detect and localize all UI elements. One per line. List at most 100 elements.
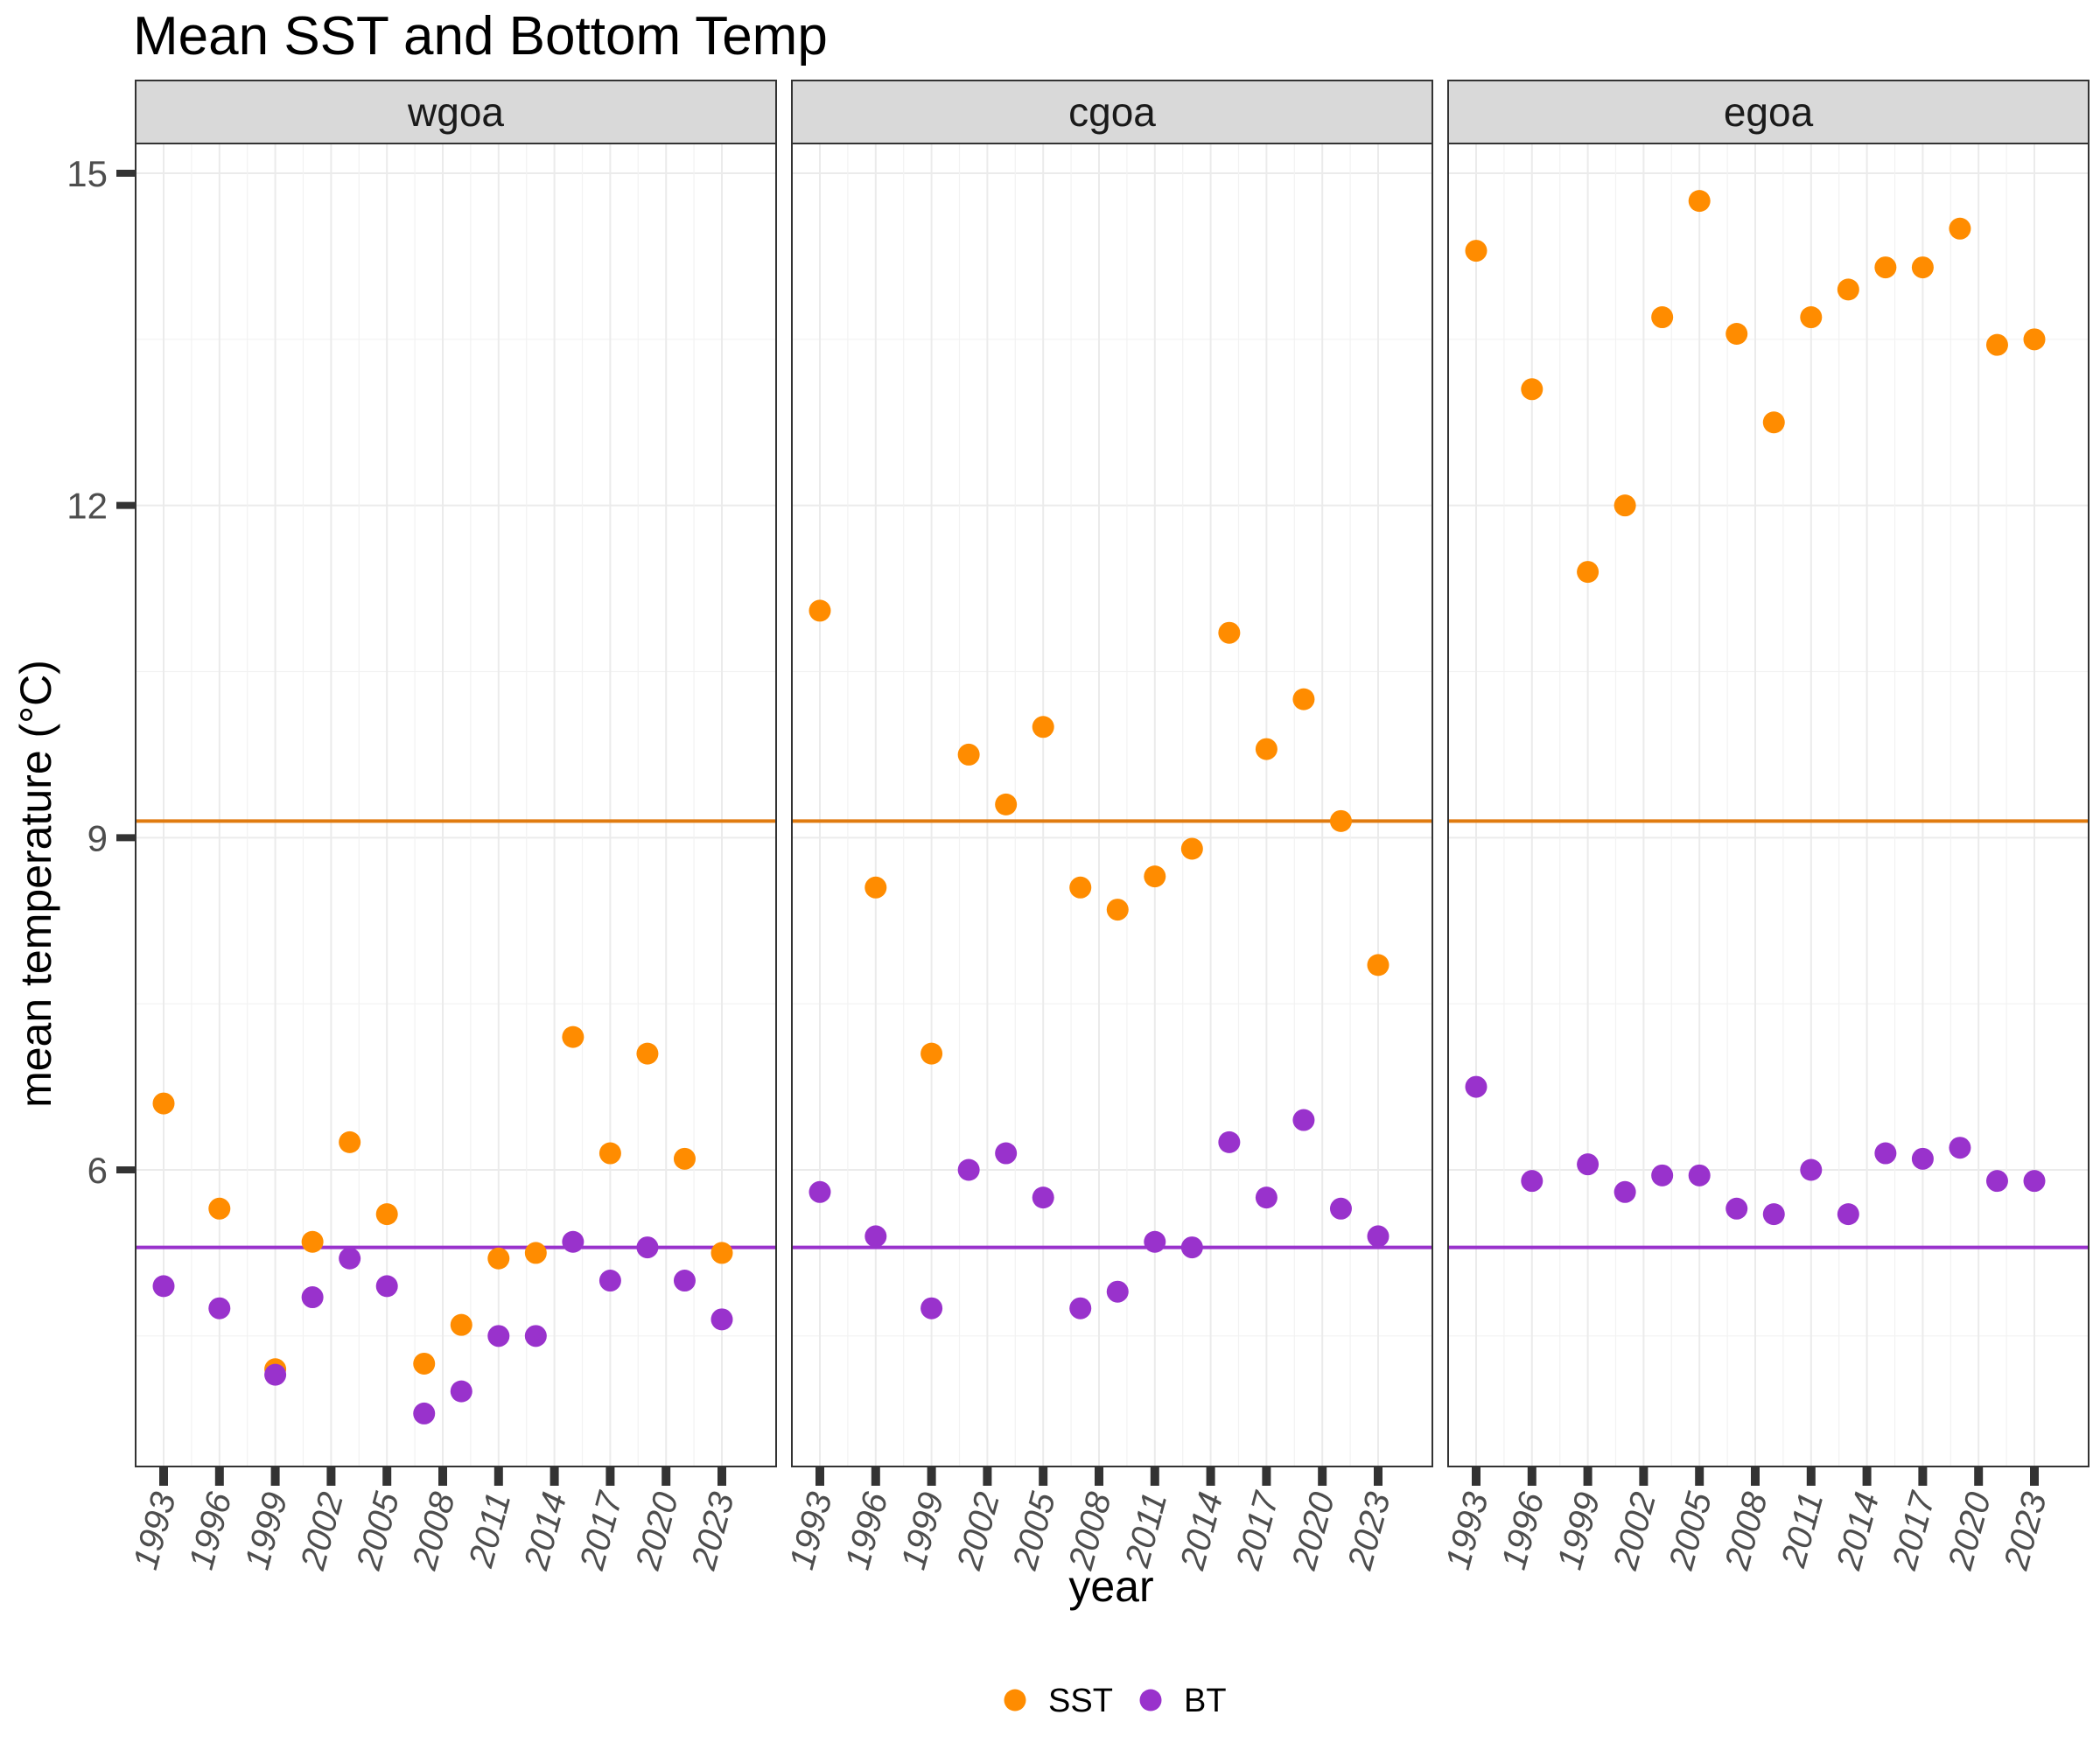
legend-item-sst: SST <box>1004 1683 1113 1719</box>
bt-point <box>598 1270 621 1292</box>
sst-series <box>152 1026 733 1381</box>
bt-point <box>2023 1170 2046 1193</box>
sst-point <box>598 1142 621 1165</box>
bt-point <box>1800 1158 1823 1181</box>
legend-label: BT <box>1184 1683 1227 1719</box>
sst-point <box>487 1247 510 1270</box>
strip-background <box>135 80 777 144</box>
sst-point <box>1465 240 1488 262</box>
bt-point <box>1465 1075 1488 1098</box>
sst-point <box>1688 190 1711 213</box>
bt-series <box>1465 1075 2046 1226</box>
bt-point <box>636 1236 659 1259</box>
bt-point <box>1329 1197 1352 1220</box>
legend-item-bt: BT <box>1139 1683 1227 1719</box>
sst-point <box>1292 688 1315 710</box>
sst-point <box>1521 378 1544 401</box>
sst-point <box>920 1042 943 1065</box>
y-axis-title: mean temperature (°C) <box>11 660 60 1108</box>
strip-label: cgoa <box>1068 89 1156 135</box>
sst-point <box>562 1026 584 1048</box>
bt-point <box>673 1270 696 1292</box>
sst-point <box>450 1313 472 1336</box>
bt-point <box>562 1230 584 1253</box>
panel-border <box>135 143 777 1467</box>
sst-point <box>301 1230 324 1253</box>
sst-point <box>152 1092 175 1115</box>
sst-point <box>1255 738 1278 760</box>
bt-point <box>1762 1203 1785 1226</box>
bt-point <box>524 1325 547 1348</box>
bt-point <box>339 1247 361 1270</box>
legend-key <box>1004 1689 1026 1712</box>
sst-point <box>1144 865 1166 888</box>
sst-point <box>710 1242 733 1264</box>
sst-point <box>2023 328 2046 351</box>
bt-point <box>1726 1197 1748 1220</box>
sst-point <box>1837 278 1859 301</box>
sst-point <box>995 793 1018 816</box>
sst-series <box>808 599 1390 1065</box>
sst-point <box>1726 323 1748 346</box>
bt-point <box>1614 1180 1636 1203</box>
bt-point <box>1651 1164 1674 1186</box>
y-tick-label: 15 <box>66 153 108 194</box>
sst-point <box>1577 561 1600 584</box>
strip-label: egoa <box>1724 89 1814 135</box>
sst-point <box>208 1197 231 1220</box>
sst-point <box>375 1203 398 1226</box>
chart-title: Mean SST and Bottom Temp <box>133 6 828 66</box>
bt-series <box>152 1230 733 1424</box>
legend-key <box>1139 1689 1162 1712</box>
bt-point <box>1577 1153 1600 1176</box>
gridlines <box>136 144 776 1466</box>
bt-point <box>1069 1297 1092 1320</box>
bt-point <box>264 1363 287 1386</box>
bt-point <box>152 1275 175 1298</box>
strip-label: wgoa <box>407 89 504 135</box>
sst-point <box>1614 494 1636 517</box>
bt-point <box>1255 1186 1278 1209</box>
sst-point <box>1800 306 1823 329</box>
sst-point <box>1180 837 1203 860</box>
bt-point <box>1688 1164 1711 1186</box>
bt-point <box>920 1297 943 1320</box>
bt-point <box>1106 1280 1129 1303</box>
sst-point <box>1874 256 1897 279</box>
bt-point <box>1367 1225 1390 1248</box>
bt-point <box>1144 1230 1166 1253</box>
y-tick-label: 9 <box>88 817 108 858</box>
sst-point <box>1032 716 1054 738</box>
bt-point <box>413 1402 436 1424</box>
sst-point <box>808 599 831 622</box>
bt-point <box>1911 1147 1934 1170</box>
bt-series <box>808 1109 1390 1320</box>
y-tick-label: 6 <box>88 1150 108 1191</box>
sst-point <box>864 876 887 899</box>
bt-point <box>1949 1137 1971 1159</box>
sst-point <box>1106 899 1129 921</box>
legend: SST BT <box>1004 1683 1227 1719</box>
sst-point <box>413 1352 436 1375</box>
bt-point <box>1218 1130 1241 1153</box>
sst-point <box>957 743 980 766</box>
sst-point <box>1069 876 1092 899</box>
bt-point <box>957 1158 980 1181</box>
sst-point <box>1949 217 1971 240</box>
bt-point <box>995 1142 1018 1165</box>
sst-point <box>1218 621 1241 644</box>
plot-background <box>136 144 776 1466</box>
bt-point <box>1837 1203 1859 1226</box>
bt-point <box>1985 1170 2008 1193</box>
sst-point <box>673 1147 696 1170</box>
sst-point <box>524 1242 547 1264</box>
panel-border <box>791 143 1433 1467</box>
bt-point <box>808 1180 831 1203</box>
x-axis-title: year <box>1068 1562 1153 1611</box>
sst-point <box>1762 411 1785 434</box>
